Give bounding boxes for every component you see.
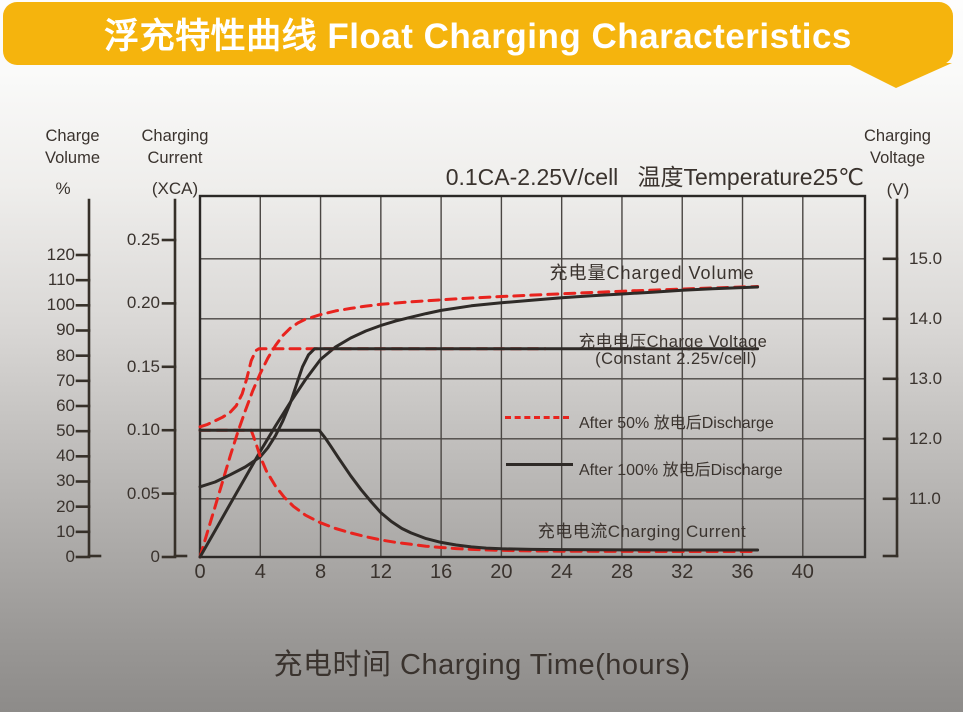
x-axis-title: 充电时间 Charging Time(hours): [273, 649, 691, 681]
current-tick-label: 0.25: [126, 230, 160, 249]
voltage-tick-label: 14.0: [909, 308, 943, 328]
volume-tick-label: 110: [47, 270, 75, 290]
axis-header-charging-voltage: Charging Voltage: [864, 127, 931, 167]
legend-label-100-discharge: After 100% 放电后Discharge: [579, 462, 783, 479]
series-charging_current_after_50_discharge: [198, 428, 760, 553]
volume-tick-label: 120: [46, 244, 75, 264]
plot-border: [198, 194, 867, 559]
x-tick-label: 8: [314, 561, 327, 583]
voltage-tick-label: 13.0: [909, 368, 943, 388]
x-tick-label: 32: [671, 561, 694, 583]
volume-tick-label: 20: [56, 496, 75, 516]
x-tick-label: 20: [490, 561, 513, 583]
series-charging_current_after_100_discharge: [198, 428, 760, 552]
x-tick-label: 0: [194, 561, 206, 583]
volume-tick-label: 100: [46, 295, 75, 315]
x-tick-label: 28: [610, 561, 634, 583]
x-tick-label: 24: [550, 561, 573, 583]
axis-unit-xca: (XCA): [151, 179, 199, 198]
annotation-charge-voltage: 充电电压Charge Voltage: [578, 333, 768, 351]
axis-unit-volt: (V): [886, 180, 910, 199]
volume-tick-label: 80: [56, 345, 75, 365]
annotation-charging-current: 充电电流Charging Current: [537, 522, 747, 541]
volume-tick-label: 90: [56, 320, 75, 340]
banner-tail-shape: [846, 63, 952, 88]
volume-tick-label: 60: [56, 395, 75, 415]
x-tick-label: 4: [254, 561, 266, 583]
legend-line-solid-100-discharge: [506, 463, 573, 466]
volume-tick-label: 40: [56, 446, 75, 466]
legend-label-50-discharge: After 50% 放电后Discharge: [579, 415, 774, 432]
x-tick-label: 40: [791, 561, 814, 583]
volume-tick-label: 0: [65, 547, 75, 566]
series-charge_voltage_after_100_discharge: [198, 347, 760, 489]
title-banner: 浮充特性曲线 Float Charging Characteristics: [3, 2, 953, 65]
voltage-tick-label: 11.0: [909, 488, 941, 508]
current-tick-label: 0.10: [126, 420, 160, 440]
volume-tick-label: 30: [56, 471, 75, 491]
axis-unit-percent: %: [55, 179, 71, 198]
x-tick-label: 16: [429, 561, 453, 583]
volume-tick-label: 70: [56, 370, 75, 390]
axis-header-charging-current: Charging Current: [141, 127, 209, 167]
volume-tick-label: 10: [56, 521, 75, 541]
test-condition-note: 0.1CA-2.25V/cell 温度Temperature25℃: [445, 164, 864, 190]
current-tick-label: 0.20: [126, 293, 160, 313]
series-charged_volume_after_100_discharge: [198, 285, 760, 559]
series-charge_voltage_after_50_discharge: [198, 347, 547, 429]
annotation-charge-voltage-constant: (Constant 2.25v/cell): [595, 350, 757, 368]
legend-line-dashed-50-discharge: [505, 416, 569, 419]
voltage-tick-label: 15.0: [909, 248, 943, 268]
x-tick-label: 36: [731, 561, 754, 583]
axis-header-charge-volume: Charge Volume: [44, 127, 101, 167]
current-tick-label: 0.05: [126, 483, 160, 503]
voltage-tick-label: 12.0: [909, 428, 943, 448]
x-tick-label: 12: [369, 561, 392, 583]
annotation-charged-volume: 充电量Charged Volume: [549, 263, 755, 283]
page-title: 浮充特性曲线 Float Charging Characteristics: [104, 17, 852, 56]
current-tick-label: 0: [150, 547, 160, 566]
volume-tick-label: 50: [56, 421, 75, 441]
current-tick-label: 0.15: [126, 356, 160, 376]
series-charged_volume_after_50_discharge: [198, 285, 760, 559]
